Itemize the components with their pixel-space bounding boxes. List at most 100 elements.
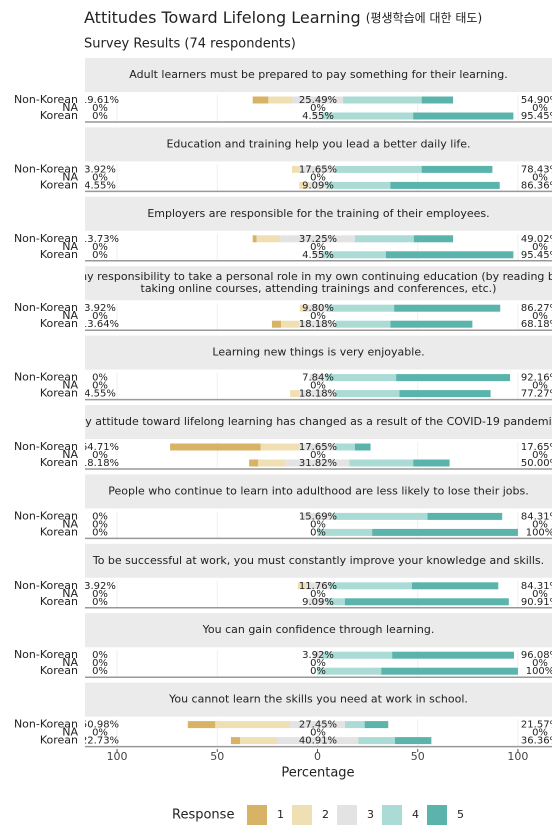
facet-title: You can gain confidence through learning… bbox=[202, 623, 435, 636]
bar-segment bbox=[421, 165, 493, 173]
value-label: 0% bbox=[310, 519, 326, 530]
bar-segment bbox=[358, 737, 395, 745]
value-label: 0% bbox=[310, 527, 326, 538]
value-label: 0% bbox=[532, 172, 548, 183]
bar-segment bbox=[299, 165, 336, 173]
value-label: 0% bbox=[92, 111, 108, 122]
facet-title: My attitude toward lifelong learning has… bbox=[76, 415, 557, 428]
facet-title: People who continue to learn into adulth… bbox=[108, 484, 528, 497]
value-label: 0% bbox=[532, 450, 548, 461]
bar-segment bbox=[399, 390, 491, 398]
row-label: NA bbox=[62, 517, 78, 530]
facet: Adult learners must be prepared to pay s… bbox=[85, 58, 552, 123]
facet-strip bbox=[85, 543, 552, 578]
bar-segment bbox=[252, 235, 257, 243]
value-label: 18.18% bbox=[81, 458, 119, 469]
value-label: 13.64% bbox=[81, 319, 119, 330]
row-label: NA bbox=[62, 448, 78, 461]
bar-segment bbox=[421, 96, 454, 104]
bar-segment bbox=[312, 251, 323, 259]
bar-segment bbox=[299, 390, 336, 398]
bar-segment bbox=[308, 181, 327, 189]
bar-segment bbox=[313, 651, 322, 659]
bar-segment bbox=[372, 528, 518, 536]
row-label: Korean bbox=[40, 317, 78, 330]
row-label: NA bbox=[62, 309, 78, 322]
value-label: 9.80% bbox=[302, 303, 334, 314]
value-label: 0% bbox=[92, 527, 108, 538]
bar-segment bbox=[333, 512, 428, 520]
row-label: NA bbox=[62, 170, 78, 183]
bar-segment bbox=[308, 598, 327, 606]
facet: Employers are responsible for the traini… bbox=[85, 196, 557, 262]
value-label: 3.92% bbox=[84, 303, 116, 314]
bar-segment bbox=[281, 320, 300, 328]
value-label: 0% bbox=[532, 103, 548, 114]
value-label: 0% bbox=[310, 728, 326, 739]
x-tick-label: 50 bbox=[411, 750, 425, 763]
facet: It is my responsibility to take a person… bbox=[81, 266, 552, 331]
value-label: 0% bbox=[310, 666, 326, 677]
value-label: 9.09% bbox=[302, 180, 334, 191]
bar-segment bbox=[276, 737, 359, 745]
row-label: NA bbox=[62, 240, 78, 253]
value-label: 90.91% bbox=[521, 597, 557, 608]
bar-segment bbox=[285, 459, 350, 467]
value-label: 0% bbox=[92, 172, 108, 183]
bar-segment bbox=[317, 528, 373, 536]
value-label: 0% bbox=[310, 450, 326, 461]
title-text: Attitudes Toward Lifelong Learning bbox=[84, 8, 361, 27]
bar-segment bbox=[322, 251, 386, 259]
value-label: 95.45% bbox=[521, 250, 557, 261]
value-label: 0% bbox=[92, 373, 108, 384]
facet-title: You cannot learn the skills you need at … bbox=[168, 693, 468, 706]
row-label: Korean bbox=[40, 387, 78, 400]
bar-segment bbox=[413, 459, 450, 467]
legend-swatch bbox=[427, 805, 447, 825]
value-label: 0% bbox=[532, 658, 548, 669]
value-label: 40.91% bbox=[299, 736, 337, 747]
value-label: 15.69% bbox=[299, 511, 337, 522]
legend-label: 1 bbox=[277, 808, 284, 821]
value-label: 4.55% bbox=[84, 180, 116, 191]
bar-segment bbox=[258, 459, 286, 467]
value-label: 3.92% bbox=[84, 581, 116, 592]
row-label: Korean bbox=[40, 248, 78, 261]
value-label: 0% bbox=[92, 250, 108, 261]
row-label: Non-Korean bbox=[14, 232, 78, 245]
x-tick-label: 0 bbox=[314, 750, 321, 763]
bar-segment bbox=[427, 512, 503, 520]
bar-segment bbox=[343, 96, 422, 104]
facet-strip bbox=[85, 335, 552, 370]
value-label: 49.02% bbox=[521, 234, 557, 245]
bar-segment bbox=[170, 443, 261, 451]
bar-segment bbox=[413, 235, 454, 243]
row-label: Korean bbox=[40, 734, 78, 747]
value-label: 0% bbox=[92, 658, 108, 669]
value-label: 78.43% bbox=[521, 164, 557, 175]
value-label: 0% bbox=[92, 597, 108, 608]
legend-label: 3 bbox=[367, 808, 374, 821]
value-label: 11.76% bbox=[299, 581, 337, 592]
bar-segment bbox=[290, 390, 300, 398]
value-label: 84.31% bbox=[521, 511, 557, 522]
bar-segment bbox=[413, 112, 514, 120]
value-label: 17.65% bbox=[299, 442, 337, 453]
value-label: 0% bbox=[92, 450, 108, 461]
legend-swatch bbox=[247, 805, 267, 825]
value-label: 18.18% bbox=[299, 319, 337, 330]
bar-segment bbox=[394, 737, 432, 745]
value-label: 0% bbox=[92, 728, 108, 739]
value-label: 0% bbox=[92, 589, 108, 600]
value-label: 0% bbox=[92, 519, 108, 530]
value-label: 100% bbox=[526, 666, 555, 677]
bar-segment bbox=[291, 96, 344, 104]
legend-label: 5 bbox=[457, 808, 464, 821]
value-label: 50.98% bbox=[81, 720, 119, 731]
bar-segment bbox=[271, 320, 282, 328]
facet-strip bbox=[85, 682, 552, 717]
value-label: 31.82% bbox=[299, 458, 337, 469]
bar-segment bbox=[364, 721, 389, 729]
bar-segment bbox=[307, 304, 328, 312]
value-label: 0% bbox=[92, 103, 108, 114]
